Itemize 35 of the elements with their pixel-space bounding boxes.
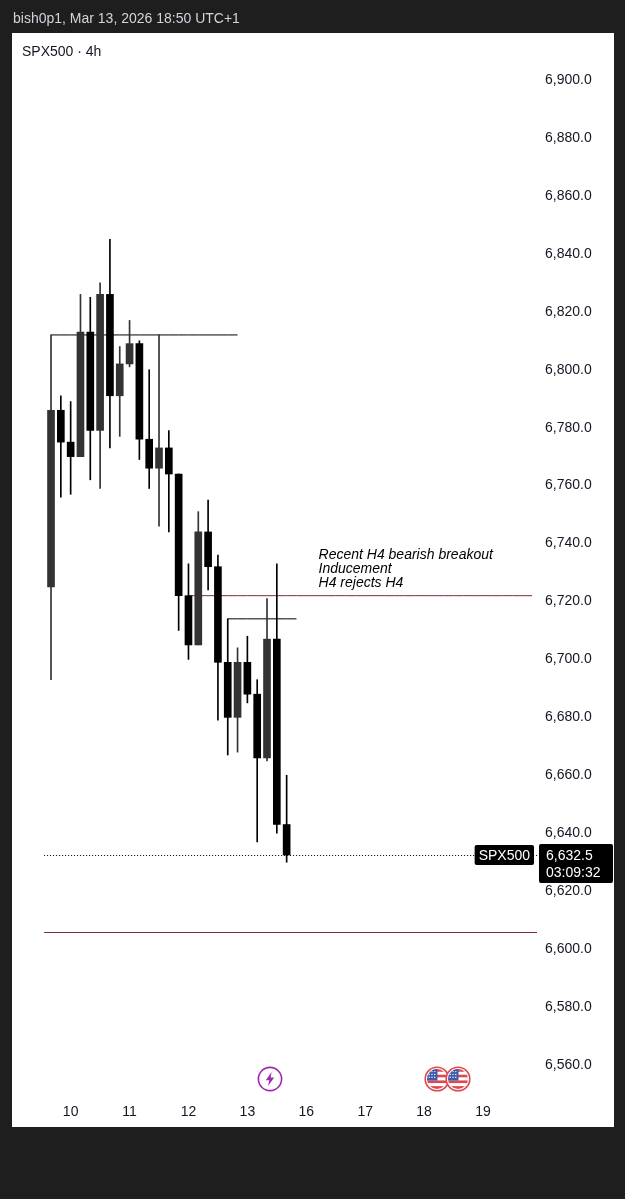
y-tick-label: 6,680.0 bbox=[545, 708, 592, 725]
y-tick-label: 6,660.0 bbox=[545, 766, 592, 783]
candlestick bbox=[155, 334, 163, 527]
chart-subtitle: SPX500 · 4h bbox=[22, 43, 102, 60]
y-tick-label: 6,760.0 bbox=[545, 476, 592, 493]
x-tick-label: 12 bbox=[180, 1103, 197, 1120]
y-tick-label: 6,780.0 bbox=[545, 418, 592, 435]
y-tick-label: 6,620.0 bbox=[545, 882, 592, 899]
ref-line-label: SPX500 bbox=[478, 846, 531, 863]
y-tick-label: 6,840.0 bbox=[545, 244, 592, 261]
candlestick bbox=[165, 430, 173, 533]
x-tick-label: 19 bbox=[475, 1103, 491, 1120]
y-tick-label: 6,800.0 bbox=[545, 360, 592, 377]
candlestick bbox=[145, 369, 154, 489]
text: 6,632.5 bbox=[546, 846, 593, 863]
x-tick-label: 11 bbox=[122, 1103, 138, 1120]
y-tick-label: 6,860.0 bbox=[545, 186, 592, 203]
y-tick-label: 6,580.0 bbox=[545, 997, 592, 1014]
chart-title: bish0p1, Mar 13, 2026 18:50 UTC+1 bbox=[13, 10, 240, 27]
y-tick-label: 6,880.0 bbox=[545, 128, 592, 145]
annotation: Recent H4 bearish breakout Inducement H4 rejects H4 bbox=[318, 545, 494, 590]
y-tick-label: 6,560.0 bbox=[545, 1055, 592, 1072]
x-tick-label: 17 bbox=[357, 1103, 374, 1120]
x-tick-label: 18 bbox=[416, 1103, 433, 1120]
y-tick-label: 6,820.0 bbox=[545, 302, 592, 319]
y-tick-label: 6,900.0 bbox=[545, 70, 592, 87]
y-tick-label: 6,700.0 bbox=[545, 650, 592, 667]
x-tick-label: 10 bbox=[62, 1103, 79, 1120]
x-tick-label: 13 bbox=[239, 1103, 256, 1120]
y-tick-label: 6,740.0 bbox=[545, 534, 592, 551]
y-tick-label: 6,720.0 bbox=[545, 592, 592, 609]
x-tick-label: 16 bbox=[298, 1103, 315, 1120]
y-tick-label: 6,600.0 bbox=[545, 939, 592, 956]
y-tick-label: 6,640.0 bbox=[545, 824, 592, 841]
text: 03:09:32 bbox=[546, 863, 601, 880]
